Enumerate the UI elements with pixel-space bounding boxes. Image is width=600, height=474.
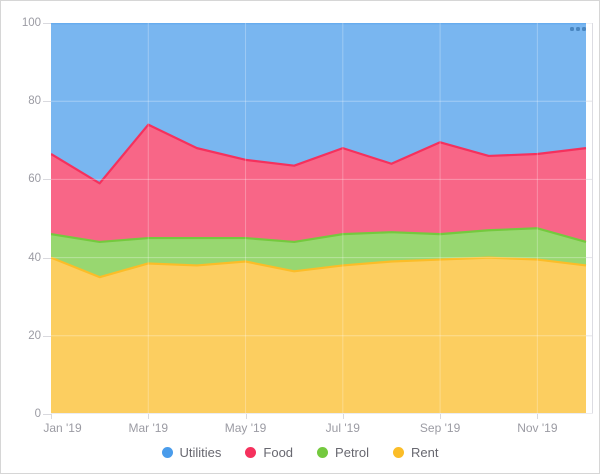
legend-label: Petrol: [335, 445, 370, 460]
y-axis-label: 80: [28, 95, 41, 108]
plot-area[interactable]: [51, 23, 593, 414]
legend-label: Utilities: [179, 445, 222, 460]
y-axis-label: 40: [28, 251, 41, 264]
area-series-rent[interactable]: [51, 257, 586, 414]
legend-marker-icon: [245, 447, 257, 458]
legend-item-food[interactable]: Food: [245, 445, 293, 460]
legend-label: Food: [263, 445, 294, 460]
x-axis-label: Jan '19: [43, 421, 82, 435]
x-axis-tick: [440, 414, 442, 419]
x-axis-label: Jul '19: [325, 421, 360, 435]
legend-item-petrol[interactable]: Petrol: [317, 445, 369, 460]
x-axis-label: Sep '19: [419, 421, 461, 435]
x-axis-label: Nov '19: [517, 421, 558, 435]
y-axis-label: 20: [28, 329, 41, 342]
y-axis-tick: [43, 101, 51, 103]
legend-label: Rent: [411, 445, 439, 460]
x-axis-tick: [51, 414, 52, 419]
x-axis-label: May '19: [224, 421, 267, 435]
y-axis-tick: [43, 179, 51, 181]
x-axis-tick: [342, 414, 344, 419]
y-axis-label: 100: [21, 17, 41, 29]
y-axis-tick: [43, 23, 51, 24]
y-axis-tick: [43, 257, 51, 259]
series-line-food: [51, 123, 587, 185]
x-axis-tick: [245, 414, 247, 419]
stacked-area-chart[interactable]: [51, 23, 593, 414]
legend-item-rent[interactable]: Rent: [393, 445, 438, 460]
series-line-petrol: [51, 227, 587, 244]
area-series-utilities[interactable]: [51, 23, 586, 184]
y-axis-tick: [43, 414, 51, 415]
legend-marker-icon: [161, 447, 173, 458]
legend: Utilities Food Petrol Rent: [1, 445, 599, 460]
y-axis-label: 60: [28, 173, 41, 186]
x-axis-tick: [148, 414, 150, 419]
y-axis-tick: [43, 335, 51, 337]
legend-item-utilities[interactable]: Utilities: [161, 445, 222, 460]
area-series-food[interactable]: [51, 124, 586, 242]
legend-marker-icon: [393, 447, 405, 458]
series-line-rent: [51, 256, 587, 279]
legend-marker-icon: [317, 447, 329, 458]
y-axis-label: 0: [34, 408, 41, 420]
x-axis-tick: [537, 414, 539, 419]
x-axis-label: Mar '19: [128, 421, 169, 435]
